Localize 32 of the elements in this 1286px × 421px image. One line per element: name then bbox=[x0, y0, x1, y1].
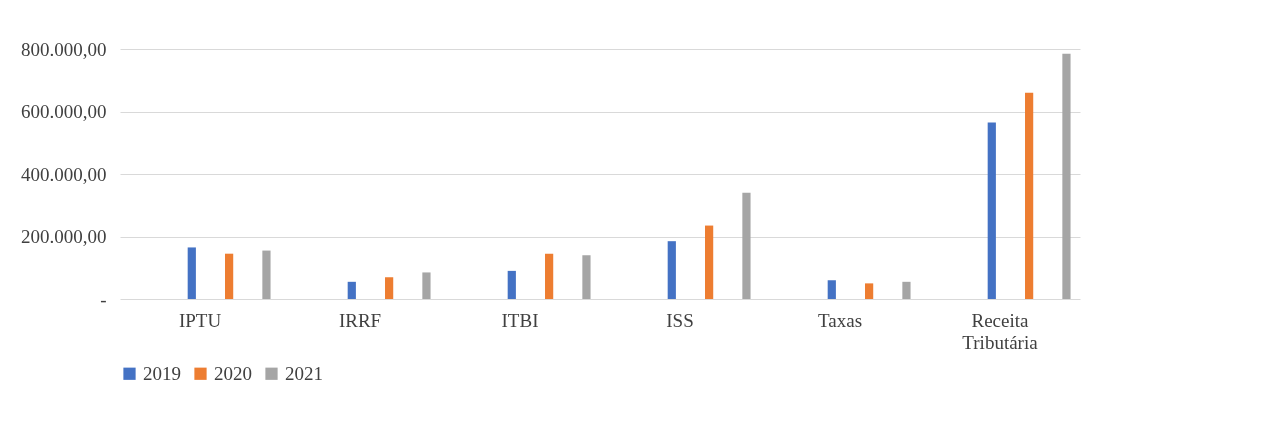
bar bbox=[902, 281, 911, 299]
bar bbox=[987, 122, 996, 299]
bar bbox=[187, 247, 196, 299]
x-tick-label: IRRF bbox=[338, 309, 382, 331]
bar bbox=[1062, 53, 1071, 299]
legend-label: 2021 bbox=[285, 362, 323, 384]
y-tick-label: 600.000,00 bbox=[21, 101, 107, 122]
y-tick-label: 200.000,00 bbox=[21, 226, 107, 247]
x-tick-label: Receita Tributária bbox=[962, 309, 1039, 353]
legend-label: 2019 bbox=[143, 362, 181, 384]
bar bbox=[865, 283, 874, 299]
bar bbox=[262, 250, 271, 299]
bar bbox=[1025, 92, 1034, 299]
bar bbox=[582, 255, 591, 299]
y-tick-label: 800.000,00 bbox=[21, 38, 107, 60]
y-tick-label: - bbox=[100, 288, 107, 310]
bar bbox=[705, 225, 714, 299]
bar bbox=[422, 272, 431, 299]
bar bbox=[827, 280, 836, 299]
x-tick-label: ITBI bbox=[501, 309, 539, 331]
x-tick-label: Taxas bbox=[817, 309, 863, 331]
bar bbox=[742, 192, 751, 299]
bar bbox=[545, 253, 554, 299]
x-tick-label: ISS bbox=[666, 309, 694, 331]
y-tick-label: 400.000,00 bbox=[21, 163, 107, 185]
bar bbox=[385, 277, 394, 299]
bar bbox=[347, 281, 356, 299]
bar bbox=[225, 253, 234, 299]
bar bbox=[667, 241, 676, 299]
legend-label: 2020 bbox=[214, 362, 252, 384]
bar bbox=[507, 270, 516, 299]
x-tick-label: IPTU bbox=[178, 309, 222, 331]
